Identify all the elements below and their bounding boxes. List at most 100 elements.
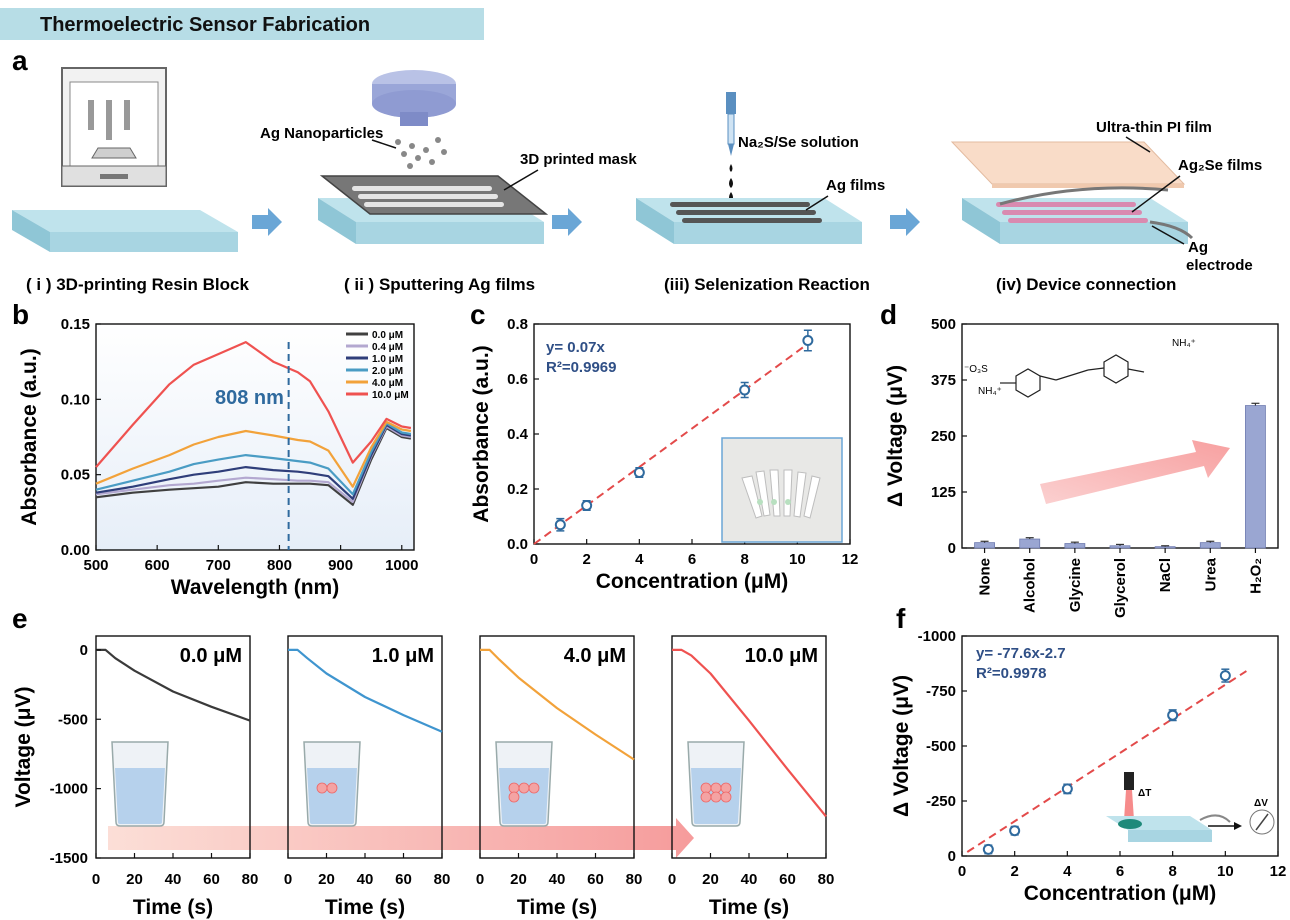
y-tick-label: 0.2 [507, 481, 528, 498]
r-squared: R²=0.9978 [976, 665, 1046, 682]
panel-e-voltage-time-charts: 0 20 40 60 80 Time (s) 0.0 μM 0 20 40 60 80 Time (s)… [12, 635, 834, 919]
bar [1019, 538, 1041, 549]
nanoparticle-icon [518, 782, 530, 794]
x-tick-label: 40 [741, 871, 758, 888]
series-line [672, 648, 827, 818]
x-tick-label: 60 [395, 871, 412, 888]
y-tick-label: -1000 [918, 628, 956, 645]
nanoparticle-icon [700, 791, 712, 803]
x-tick-label: 800 [267, 557, 292, 574]
wavelength-annotation: 808 nm [215, 387, 284, 409]
laser-setup-inset [1106, 772, 1275, 842]
x-tick-label: 40 [549, 871, 566, 888]
panel-b-absorbance-chart: 0.00 0.05 0.10 0.15 500 600 700 800 900 1000 Wavel… [18, 316, 418, 599]
x-tick-label: 60 [203, 871, 220, 888]
y-tick-label: 0.05 [61, 467, 90, 484]
sputter-target [372, 70, 456, 126]
legend-label: 0.0 μM [372, 330, 403, 341]
y-tick-label: -250 [926, 793, 956, 810]
abts-structure-icon [1000, 354, 1145, 398]
x-tick-label: 20 [318, 871, 335, 888]
panel-a: a [12, 45, 1262, 294]
panel-letter-a: a [12, 45, 28, 76]
beaker-liquid [499, 768, 549, 824]
nanoparticle-icon [508, 782, 520, 794]
label-ag-electrode-2: electrode [1186, 257, 1253, 274]
legend-label: 4.0 μM [372, 378, 403, 389]
series-label: 10.0 μM [745, 645, 818, 667]
series-line [480, 648, 635, 761]
category-label: Glycine [1067, 558, 1084, 612]
pi-film [950, 141, 1186, 188]
x-tick-label: 40 [165, 871, 182, 888]
legend-label: 1.0 μM [372, 354, 403, 365]
y-axis-label: Δ Voltage (μV) [884, 365, 907, 507]
y-tick-label: -500 [926, 738, 956, 755]
fit-equation: y= -77.6x-2.7 [976, 645, 1066, 662]
y-tick-label: -750 [926, 683, 956, 700]
x-tick-label: 0 [668, 871, 676, 888]
section-header: Thermoelectric Sensor Fabrication [0, 8, 484, 40]
x-tick-label: 20 [510, 871, 527, 888]
concentration-arrow [108, 818, 694, 858]
y-axis-label: Absorbance (a.u.) [470, 345, 493, 522]
step-label-2: ( ii ) Sputtering Ag films [344, 275, 535, 294]
series-label: 1.0 μM [372, 645, 434, 667]
category-label: H₂O₂ [1247, 558, 1264, 594]
bar [1064, 543, 1086, 549]
vial-photo-inset [721, 437, 843, 543]
delta-v-label: ΔV [1254, 798, 1268, 809]
data-point [1061, 783, 1073, 795]
step-arrow-3 [890, 208, 920, 236]
legend-label: 2.0 μM [372, 366, 403, 377]
resin-block [12, 210, 238, 252]
panel-letter-e: e [12, 603, 28, 634]
y-tick-label: 0.8 [507, 316, 528, 333]
x-tick-label: 900 [328, 557, 353, 574]
data-point [633, 467, 645, 478]
step-arrow-2 [552, 208, 582, 236]
x-tick-label: 600 [145, 557, 170, 574]
step-label-1: ( i ) 3D-printing Resin Block [26, 275, 249, 294]
x-tick-label: 60 [587, 871, 604, 888]
nanoparticle-icon [326, 782, 338, 794]
fit-line [966, 670, 1247, 853]
r-squared: R²=0.9969 [546, 359, 616, 376]
axes-group: 0 -250 -500 -750 -1000 0 2 4 6 8 10 12 Concentration… [890, 628, 1286, 905]
series-label: 0.0 μM [180, 645, 242, 667]
label-ag-nanoparticles: Ag Nanoparticles [260, 125, 383, 142]
x-tick-label: 10 [1217, 863, 1234, 880]
y-axis-label: Δ Voltage (μV) [890, 675, 913, 817]
category-label: NaCl [1157, 558, 1174, 592]
data-point [581, 500, 593, 511]
x-axis-label: Concentration (μM) [596, 570, 789, 593]
x-tick-label: 10 [789, 551, 806, 568]
nanoparticle-icon [720, 782, 732, 794]
y-tick-label: 0 [948, 540, 956, 557]
beaker-liquid [115, 768, 165, 824]
nanoparticle-icon [710, 782, 722, 794]
panel-letter-b: b [12, 299, 29, 330]
x-tick-label: 4 [635, 551, 644, 568]
substrate-3 [636, 198, 862, 244]
bar [1245, 405, 1266, 549]
y-tick-label: -1000 [50, 781, 88, 798]
fit-line [533, 339, 813, 545]
x-axis-label: Time (s) [133, 896, 213, 919]
data-point [982, 843, 994, 855]
x-tick-label: 80 [434, 871, 451, 888]
data-point [554, 519, 566, 531]
category-label: Alcohol [1022, 558, 1039, 613]
series-line [95, 420, 412, 488]
fit-equation: y= 0.07x [546, 339, 605, 356]
pipette-icon [726, 92, 736, 202]
data-point [739, 384, 751, 396]
step-label-3: (iii) Selenization Reaction [664, 275, 870, 294]
y-tick-label: 0.00 [61, 542, 90, 559]
y-tick-label: 125 [931, 484, 956, 501]
x-tick-label: 6 [688, 551, 696, 568]
x-tick-label: 60 [779, 871, 796, 888]
axes-group: 0.0 0.2 0.4 0.6 0.8 0 2 4 6 8 10 12 Concentration (μ… [470, 316, 858, 593]
label-ag-electrode-1: Ag [1188, 239, 1208, 256]
data-point [1167, 709, 1179, 721]
